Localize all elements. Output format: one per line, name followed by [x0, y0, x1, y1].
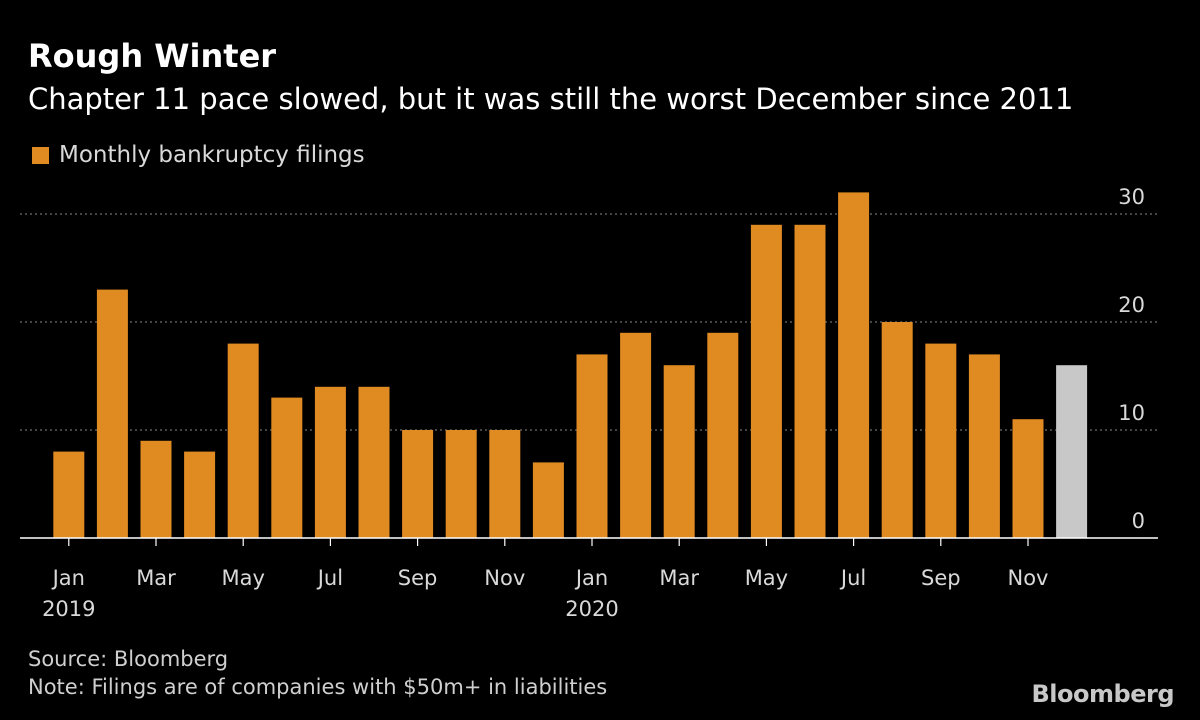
bar-2: [140, 440, 172, 538]
footnote: Note: Filings are of companies with $50m…: [28, 675, 608, 699]
bar-10: [489, 430, 521, 538]
source-note: Source: Bloomberg: [28, 647, 229, 671]
bar-9: [445, 430, 477, 538]
x-tick-label-8: Sep: [398, 566, 438, 590]
bar-5: [271, 397, 303, 538]
bar-1: [96, 289, 128, 538]
x-tick-label-16: May: [745, 566, 788, 590]
x-tick-label-14: Mar: [659, 566, 699, 590]
x-tick-label-6: Jul: [316, 566, 343, 590]
chart-subtitle: Chapter 11 pace slowed, but it was still…: [28, 82, 1074, 116]
y-tick-label-10: 10: [1118, 401, 1145, 425]
bar-18: [838, 192, 870, 538]
bar-22: [1012, 419, 1044, 538]
bar-13: [620, 332, 652, 538]
x-tick-label-22: Nov: [1008, 566, 1049, 590]
bar-16: [750, 224, 782, 539]
bar-6: [314, 386, 346, 538]
x-tick-label-2: Mar: [136, 566, 176, 590]
bar-3: [184, 451, 216, 538]
legend: Monthly bankruptcy filings: [32, 140, 365, 170]
x-tick-label-20: Sep: [921, 566, 961, 590]
x-tick-label-4: May: [221, 566, 264, 590]
bar-0: [53, 451, 85, 538]
bar-12: [576, 354, 608, 538]
bloomberg-logo: Bloomberg: [1031, 680, 1175, 708]
bar-17: [794, 224, 826, 539]
y-tick-label-20: 20: [1118, 293, 1145, 317]
bar-14: [663, 365, 695, 538]
y-tick-label-0: 0: [1132, 509, 1145, 533]
bar-15: [707, 332, 739, 538]
x-tick-label-18: Jul: [839, 566, 866, 590]
y-tick-label-30: 30: [1118, 185, 1145, 209]
x-tick-year-0: 2019: [42, 597, 95, 621]
x-tick-year-12: 2020: [565, 597, 618, 621]
bar-11: [532, 462, 564, 538]
bar-19: [881, 322, 913, 538]
bar-4: [227, 343, 259, 538]
x-tick-label-0: Jan: [51, 566, 85, 590]
chart-title: Rough Winter: [28, 37, 277, 75]
legend-swatch: [32, 146, 49, 164]
x-tick-label-12: Jan: [574, 566, 608, 590]
bar-21: [968, 354, 1000, 538]
legend-label: Monthly bankruptcy filings: [59, 142, 365, 168]
bar-7: [358, 386, 390, 538]
bar-20: [925, 343, 957, 538]
x-tick-label-10: Nov: [484, 566, 525, 590]
bar-8: [402, 430, 434, 538]
bar-23: [1056, 365, 1088, 538]
